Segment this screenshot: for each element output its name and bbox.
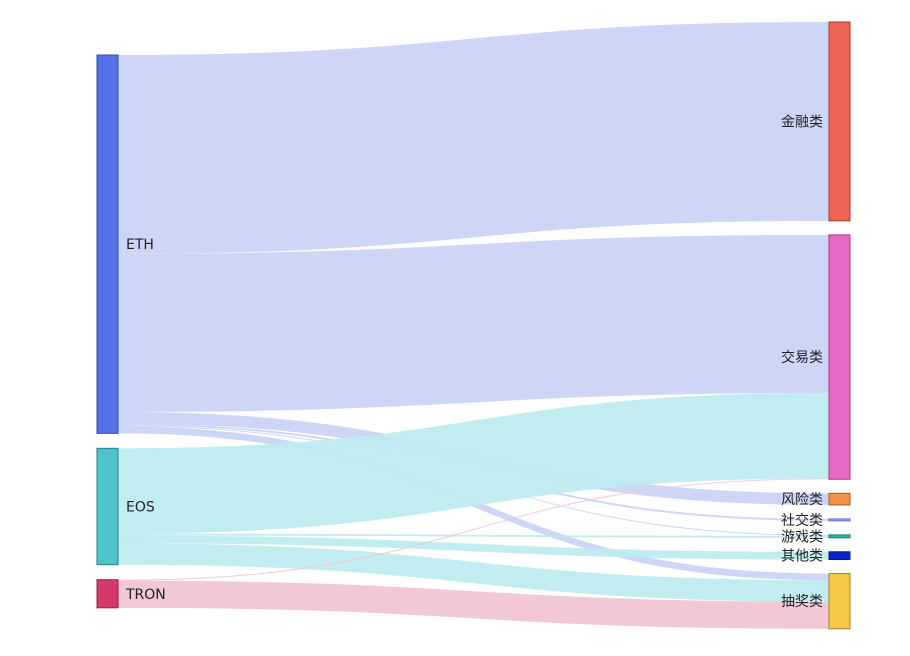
node-other[interactable] <box>828 551 851 561</box>
link-eos-game[interactable] <box>118 533 829 538</box>
node-label-exchange: 交易类 <box>781 349 823 366</box>
node-finance[interactable] <box>828 21 851 222</box>
link-tron-lottery[interactable] <box>118 580 829 629</box>
node-lottery[interactable] <box>828 573 851 630</box>
node-label-risk: 风险类 <box>781 492 823 508</box>
node-risk[interactable] <box>828 492 851 506</box>
links-group <box>118 22 829 629</box>
link-eos-exchange[interactable] <box>118 392 829 534</box>
link-eth-finance[interactable] <box>118 22 829 254</box>
node-label-eos: EOS <box>126 500 155 516</box>
node-label-eth: ETH <box>126 237 154 253</box>
node-social[interactable] <box>828 518 851 522</box>
node-tron[interactable] <box>96 579 119 609</box>
node-label-lottery: 抽奖类 <box>781 593 823 610</box>
link-eos-other[interactable] <box>118 535 829 560</box>
node-eth[interactable] <box>96 54 119 434</box>
node-exchange[interactable] <box>828 234 851 480</box>
node-game[interactable] <box>828 534 851 539</box>
link-eth-exchange[interactable] <box>118 234 829 412</box>
node-label-finance: 金融类 <box>781 114 823 130</box>
node-label-tron: TRON <box>125 587 166 603</box>
link-eos-lottery[interactable] <box>118 543 829 602</box>
node-label-social: 社交类 <box>781 512 823 529</box>
node-label-other: 其他类 <box>781 549 823 565</box>
node-eos[interactable] <box>96 447 119 566</box>
node-label-game: 游戏类 <box>781 529 823 545</box>
link-tron-exchange[interactable] <box>118 478 829 581</box>
